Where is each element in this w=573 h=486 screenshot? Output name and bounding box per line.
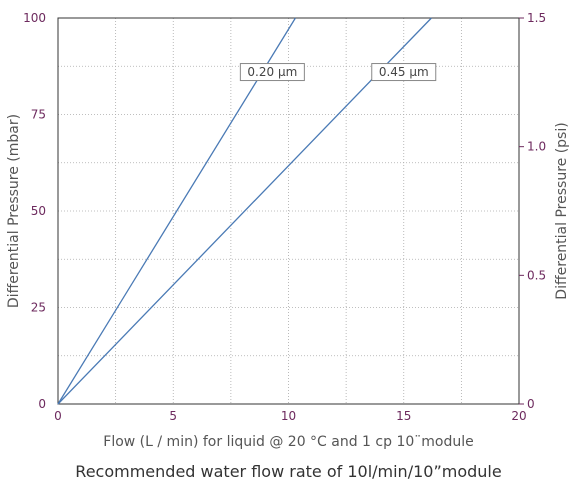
left-axis-ticks: 0 25 50 75 100 [23,11,46,411]
chart-caption: Recommended water flow rate of 10l/min/1… [75,462,501,481]
right-axis-ticks: 0 0.5 1.0 1.5 [519,11,546,411]
x-tick-label: 5 [169,409,177,423]
series-labels: 0.20 µm 0.45 µm [239,63,437,82]
series-label: 0.20 µm [247,65,297,79]
series-label: 0.45 µm [379,65,429,79]
x-tick-label: 20 [511,409,526,423]
x-tick-label: 15 [396,409,411,423]
y-tick-label-left: 0 [38,397,46,411]
y-tick-label-right: 1.0 [527,140,546,154]
y-tick-label-right: 0.5 [527,268,546,282]
series-line [57,17,296,405]
x-axis-ticks: 0 5 10 15 20 [54,409,526,423]
y-tick-label-left: 25 [31,301,46,315]
y-axis-title-left: Differential Pressure (mbar) [6,114,22,308]
x-tick-label: 0 [54,409,62,423]
plot-frame [57,17,520,405]
x-tick-label: 10 [281,409,296,423]
series-label-box [371,63,437,82]
y-axis-title-right: Differential Pressure (psi) [554,122,570,299]
y-tick-label-right: 0 [527,397,535,411]
series-lines [57,17,432,405]
y-tick-label-left: 100 [23,11,46,25]
series-line [57,17,432,405]
x-axis-title: Flow (L / min) for liquid @ 20 °C and 1 … [103,434,473,450]
series-label-box [239,63,305,82]
grid [58,18,519,404]
y-tick-label-left: 50 [31,204,46,218]
y-tick-label-right: 1.5 [527,11,546,25]
y-tick-label-left: 75 [31,108,46,122]
